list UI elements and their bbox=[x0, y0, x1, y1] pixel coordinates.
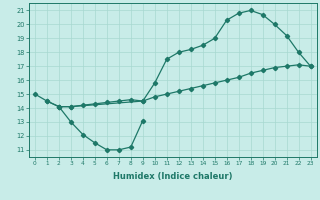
X-axis label: Humidex (Indice chaleur): Humidex (Indice chaleur) bbox=[113, 172, 233, 181]
